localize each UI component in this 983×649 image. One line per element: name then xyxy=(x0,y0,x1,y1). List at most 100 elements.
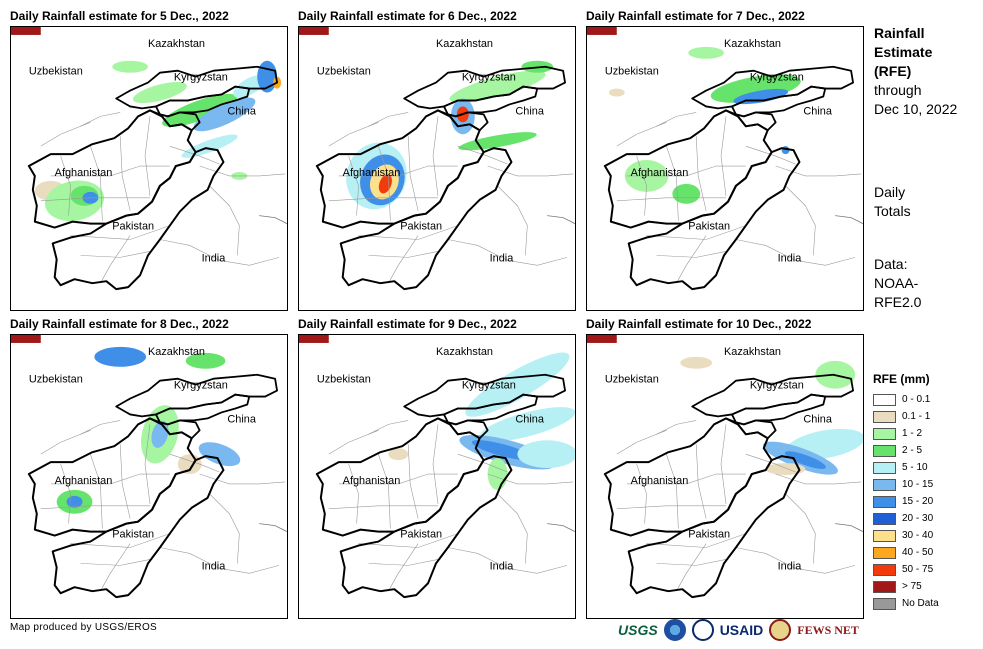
country-label-china: China xyxy=(227,413,256,425)
country-label-india: India xyxy=(778,252,803,264)
country-label-china: China xyxy=(515,413,544,425)
admin-boundary xyxy=(636,155,647,216)
admin-boundary xyxy=(457,145,508,165)
map-canvas: Kazakhstan Uzbekistan Kyrgyzstan China Afgha… xyxy=(299,27,575,291)
admin-boundary xyxy=(432,116,439,196)
admin-boundary xyxy=(328,122,379,147)
admin-boundary xyxy=(199,473,286,485)
country-label-uzbekistan: Uzbekistan xyxy=(317,374,371,386)
country-label-uzbekistan: Uzbekistan xyxy=(605,374,659,386)
usgs-logo: USGS xyxy=(618,622,658,638)
admin-boundary xyxy=(378,454,391,529)
legend-label: 40 - 50 xyxy=(902,547,934,558)
country-label-uzbekistan: Uzbekistan xyxy=(29,374,83,386)
admin-boundary xyxy=(497,493,528,564)
admin-boundary xyxy=(785,493,816,564)
admin-boundary xyxy=(457,453,508,473)
admin-boundary xyxy=(40,505,150,510)
admin-boundary xyxy=(676,235,707,284)
country-boundary xyxy=(51,147,225,291)
country-label-china: China xyxy=(227,105,256,117)
admin-boundary xyxy=(40,197,150,202)
admin-boundary xyxy=(90,146,103,221)
no-data-corner xyxy=(587,335,617,343)
admin-boundary xyxy=(745,145,796,165)
legend-item: No Data xyxy=(873,595,978,612)
admin-boundary xyxy=(720,116,727,196)
admin-boundary xyxy=(497,185,528,256)
admin-boundary xyxy=(328,430,379,455)
rainfall-map: Kazakhstan Uzbekistan Kyrgyzstan China Afgha… xyxy=(586,26,864,311)
admin-boundary xyxy=(646,225,746,240)
rainfall-map: Kazakhstan Uzbekistan Kyrgyzstan China Afgha… xyxy=(298,334,576,619)
country-boundary xyxy=(339,147,513,291)
rainfall-area xyxy=(608,88,625,97)
country-label-india: India xyxy=(490,252,515,264)
country-label-india: India xyxy=(490,560,515,572)
legend-swatch xyxy=(873,597,896,610)
admin-boundary xyxy=(209,185,240,256)
admin-boundary xyxy=(368,251,439,258)
admin-boundary xyxy=(169,453,220,473)
rainfall-area xyxy=(487,458,508,490)
country-label-china: China xyxy=(515,105,544,117)
country-boundary xyxy=(403,65,566,110)
fews-globe-icon xyxy=(769,619,792,641)
rainfall-area xyxy=(233,75,266,98)
map-canvas: Kazakhstan Uzbekistan Kyrgyzstan China Afgha… xyxy=(11,27,287,291)
legend-item: 10 - 15 xyxy=(873,476,978,493)
admin-boundary xyxy=(656,112,697,127)
legend-swatch xyxy=(873,495,896,508)
admin-boundary xyxy=(80,112,121,127)
admin-boundary xyxy=(378,146,391,221)
rainfall-map: Kazakhstan Uzbekistan Kyrgyzstan China Afgha… xyxy=(586,334,864,619)
no-data-corner xyxy=(299,335,329,343)
country-label-kazakhstan: Kazakhstan xyxy=(724,346,781,358)
admin-boundary xyxy=(626,473,746,485)
legend-label: 5 - 10 xyxy=(902,462,928,473)
rainfall-area xyxy=(517,440,575,469)
legend-item: 0 - 0.1 xyxy=(873,391,978,408)
admin-boundary xyxy=(144,424,151,504)
admin-boundary xyxy=(656,251,727,258)
logo-strip: USGS USAID FEWS NET xyxy=(618,616,859,644)
no-data-corner xyxy=(299,27,329,35)
country-label-kyrgyzstan: Kyrgyzstan xyxy=(174,380,228,392)
legend-label: 50 - 75 xyxy=(902,564,934,575)
admin-boundary xyxy=(159,547,280,574)
country-label-uzbekistan: Uzbekistan xyxy=(29,66,83,78)
admin-boundary xyxy=(368,420,409,435)
admin-boundary xyxy=(368,112,409,127)
data-source-label: Data: NOAA- RFE2.0 xyxy=(874,255,921,312)
legend-label: 15 - 20 xyxy=(902,496,934,507)
country-boundary xyxy=(713,109,777,132)
country-label-kyrgyzstan: Kyrgyzstan xyxy=(750,380,804,392)
legend-swatch xyxy=(873,580,896,593)
panel-title: Daily Rainfall estimate for 10 Dec., 202… xyxy=(586,317,812,331)
legend-swatch xyxy=(873,478,896,491)
country-label-pakistan: Pakistan xyxy=(400,221,442,233)
totals-line: Totals xyxy=(874,203,911,219)
map-canvas: Kazakhstan Uzbekistan Kyrgyzstan China Afgha… xyxy=(11,335,287,599)
country-label-pakistan: Pakistan xyxy=(112,529,154,541)
admin-boundary xyxy=(80,251,151,258)
admin-boundary xyxy=(40,430,91,455)
rainfall-map: Kazakhstan Uzbekistan Kyrgyzstan China Afgha… xyxy=(10,26,288,311)
admin-boundary xyxy=(616,122,667,147)
admin-boundary xyxy=(209,493,240,564)
through-date: Dec 10, 2022 xyxy=(874,101,958,117)
admin-boundary xyxy=(368,559,439,566)
title-line: (RFE) xyxy=(874,63,912,79)
admin-boundary xyxy=(735,547,856,574)
rfe-legend: RFE (mm) 0 - 0.1 0.1 - 1 1 - 2 2 - 5 5 - 10 1… xyxy=(873,372,978,612)
panel-title: Daily Rainfall estimate for 8 Dec., 2022 xyxy=(10,317,229,331)
country-label-afghanistan: Afghanistan xyxy=(631,475,689,487)
country-label-kyrgyzstan: Kyrgyzstan xyxy=(462,380,516,392)
panel-title: Daily Rainfall estimate for 6 Dec., 2022 xyxy=(298,9,517,23)
legend-swatch xyxy=(873,393,896,406)
country-boundary xyxy=(339,455,513,599)
legend-rows: 0 - 0.1 0.1 - 1 1 - 2 2 - 5 5 - 10 10 - 15 15 … xyxy=(873,391,978,612)
rainfall-area xyxy=(94,346,147,367)
country-boundary xyxy=(691,65,854,110)
legend-heading: Rainfall Estimate (RFE) through Dec 10, … xyxy=(874,24,957,119)
